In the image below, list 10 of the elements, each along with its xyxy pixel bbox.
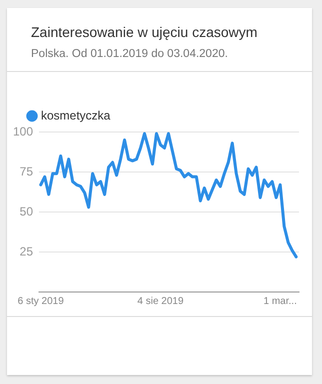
y-tick-label: 75 (20, 164, 34, 178)
chart-title: Zainteresowanie w ujęciu czasowym (31, 24, 258, 40)
y-tick-label: 50 (20, 204, 34, 218)
legend-label: kosmetyczka (41, 108, 111, 122)
chart-subtitle: Polska. Od 01.01.2019 do 03.04.2020. (31, 48, 229, 60)
y-tick-label: 25 (20, 244, 34, 258)
y-tick-label: 100 (12, 124, 34, 138)
x-tick-label: 1 mar... (264, 296, 297, 307)
x-tick-label: 4 sie 2019 (137, 296, 184, 307)
x-tick-label: 6 sty 2019 (18, 296, 64, 307)
